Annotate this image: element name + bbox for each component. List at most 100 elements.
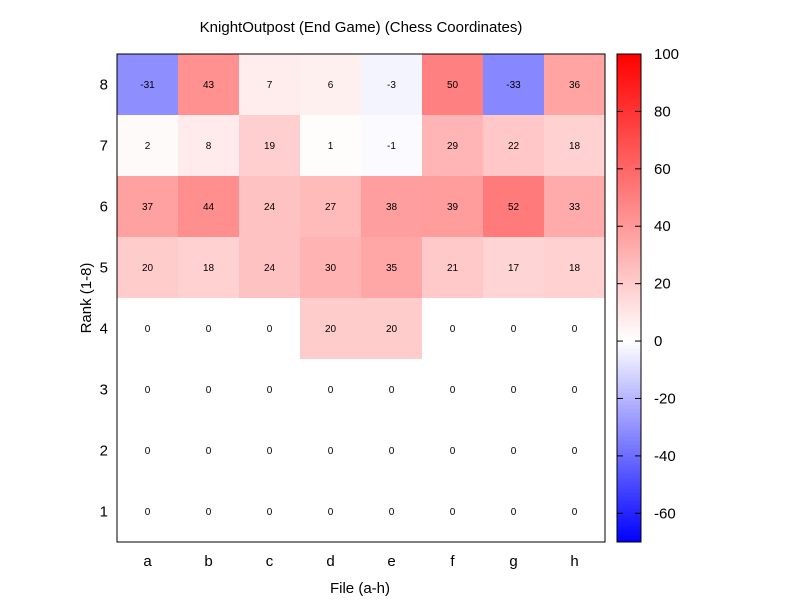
cell-value-label: 36 [569,80,581,91]
colorbar-ticks: 100 80 60 40 20 0 -20 -40 -60 [617,46,679,522]
cell-value-label: 21 [447,263,459,274]
heatmap-cell [178,481,240,543]
heatmap-cell [544,237,606,299]
y-tick-label: 3 [100,382,108,399]
cell-value-label: 24 [264,263,276,274]
colorbar [616,53,642,543]
x-tick-label: g [509,553,517,570]
cell-value-label: 7 [267,80,273,91]
x-tick-label: d [326,553,334,570]
cell-value-label: 0 [450,385,456,396]
chart-title: KnightOutpost (End Game) (Chess Coordina… [200,19,523,36]
colorbar-tick-label: 60 [654,161,671,178]
cell-value-label: 0 [145,446,151,457]
heatmap-cell [422,115,484,177]
heatmap-cells [117,54,606,543]
heatmap-cell [483,115,545,177]
cell-value-label: 18 [203,263,215,274]
y-tick-label: 8 [100,77,108,94]
x-tick-label: e [387,553,395,570]
cell-value-label: 0 [267,385,273,396]
heatmap-cell [239,420,301,482]
cell-value-label: 0 [206,324,212,335]
heatmap-cell [178,54,240,116]
y-tick-label: 2 [100,443,108,460]
heatmap-cell [361,359,423,421]
cell-value-label: 0 [328,385,334,396]
heatmap-cell [361,176,423,238]
cell-value-label: 0 [267,446,273,457]
cell-value-label: -31 [140,80,155,91]
cell-value-label: 0 [450,446,456,457]
colorbar-tick-label: -40 [654,448,676,465]
cell-value-label: 0 [267,324,273,335]
heatmap-cell [178,237,240,299]
cell-value-label: 0 [572,324,578,335]
cell-value-label: 0 [389,446,395,457]
heatmap-cell [300,115,362,177]
cell-value-label: 0 [206,507,212,518]
y-tick-label: 6 [100,199,108,216]
colorbar-tick-label: 80 [654,103,671,120]
heatmap-cell [483,54,545,116]
cell-value-label: 0 [450,507,456,518]
cell-value-label: 27 [325,202,337,213]
x-axis-ticks: a b c d e f g h [143,553,578,570]
cell-value-label: 0 [206,446,212,457]
cell-value-label: 0 [145,507,151,518]
cell-value-label: 0 [328,446,334,457]
heatmap-cell [117,481,179,543]
heatmap-cell [178,359,240,421]
cell-value-label: 0 [328,507,334,518]
cell-value-label: 0 [145,324,151,335]
cell-value-label: 38 [386,202,398,213]
cell-value-label: 8 [206,141,212,152]
colorbar-tick-label: 100 [654,46,679,63]
heatmap-cell [239,298,301,360]
cell-value-label: 0 [389,507,395,518]
heatmap-cell [117,176,179,238]
y-tick-label: 4 [100,321,108,338]
cell-value-label: 24 [264,202,276,213]
cell-value-label: 0 [511,446,517,457]
heatmap-cell [361,481,423,543]
cell-value-label: 35 [386,263,398,274]
cell-value-label: 6 [328,80,334,91]
heatmap-cell [544,176,606,238]
heatmap-cell [239,54,301,116]
x-tick-label: b [204,553,212,570]
cell-value-label: 0 [511,507,517,518]
cell-value-label: 22 [508,141,520,152]
cell-value-label: -1 [387,141,396,152]
heatmap-cell [239,176,301,238]
cell-value-label: 0 [389,385,395,396]
x-axis-label: File (a-h) [330,580,390,597]
heatmap-cell [300,237,362,299]
heatmap-cell [544,54,606,116]
heatmap-cell [422,237,484,299]
heatmap-cell [422,359,484,421]
cell-value-label: 19 [264,141,276,152]
heatmap-cell [117,237,179,299]
cell-value-label: 0 [206,385,212,396]
x-tick-label: a [143,553,152,570]
cell-value-label: 20 [142,263,154,274]
cell-value-label: 0 [572,507,578,518]
cell-value-label: -33 [506,80,521,91]
heatmap-cell [300,54,362,116]
heatmap-cell [483,298,545,360]
cell-value-label: 30 [325,263,337,274]
cell-value-label: 52 [508,202,520,213]
heatmap-cell [361,298,423,360]
heatmap-cell [117,115,179,177]
cell-value-label: 0 [572,446,578,457]
heatmap-cell [239,237,301,299]
cell-value-label: 0 [145,385,151,396]
heatmap-cell [117,420,179,482]
cell-value-label: 20 [325,324,337,335]
heatmap-cell [178,298,240,360]
heatmap-cell [300,359,362,421]
cell-value-label: 0 [572,385,578,396]
heatmap-cell [300,298,362,360]
